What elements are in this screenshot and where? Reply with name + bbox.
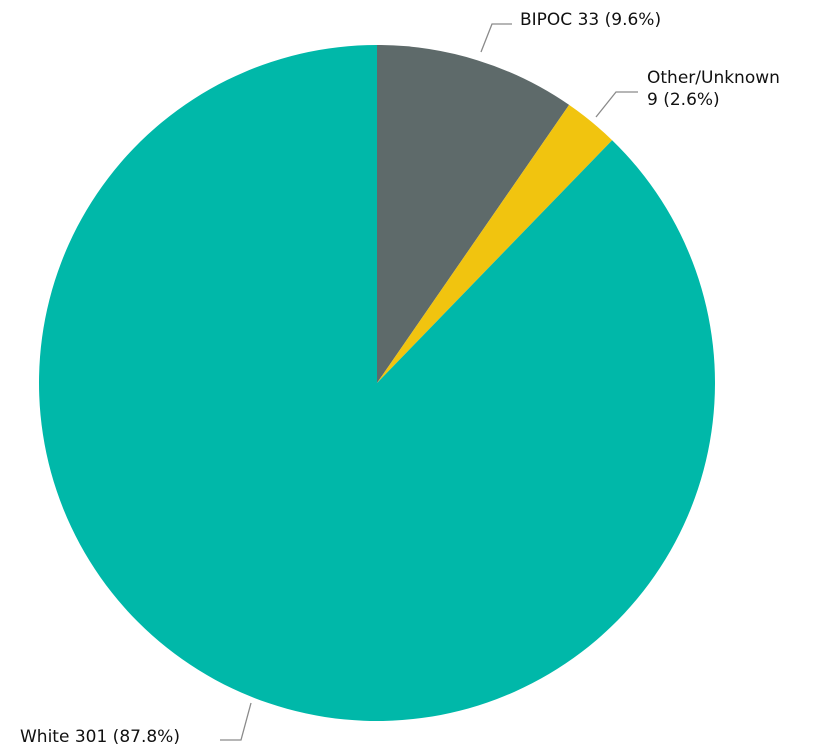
leader-lines (220, 23, 638, 741)
pie-slice-white (38, 45, 715, 721)
slice-label-bipoc: BIPOC 33 (9.6%) (520, 10, 661, 30)
slice-label-white-line-1: White 301 (87.8%) (20, 727, 180, 747)
slice-label-other-unknown-line-1: Other/Unknown (647, 68, 780, 88)
slice-label-other-unknown: Other/Unknown 9 (2.6%) (647, 68, 785, 110)
leader-line-bipoc (480, 23, 512, 53)
slice-labels: BIPOC 33 (9.6%) Other/Unknown 9 (2.6%) W… (20, 10, 785, 747)
slice-label-white: White 301 (87.8%) (20, 727, 180, 747)
leader-line-other-unknown (595, 91, 638, 118)
pie-slice-other-unknown (377, 104, 613, 384)
pie-slices (38, 45, 715, 721)
leader-line-white (220, 702, 252, 741)
slice-label-bipoc-line-1: BIPOC 33 (9.6%) (520, 10, 661, 30)
slice-label-other-unknown-line-2: 9 (2.6%) (647, 90, 720, 110)
pie-slice-bipoc (377, 45, 570, 383)
